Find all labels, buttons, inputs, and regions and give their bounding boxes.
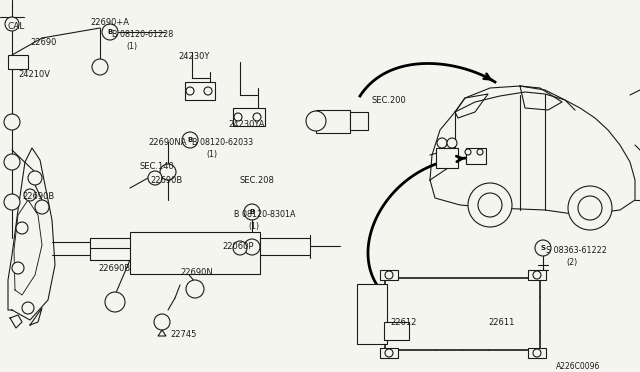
Text: 22611: 22611 <box>488 318 515 327</box>
Bar <box>233 108 265 126</box>
Circle shape <box>306 111 326 131</box>
Bar <box>466 148 486 164</box>
Circle shape <box>477 149 483 155</box>
Bar <box>357 284 387 344</box>
Bar <box>380 270 398 280</box>
Bar <box>8 55 28 69</box>
Bar <box>350 112 368 130</box>
Circle shape <box>148 171 162 185</box>
Circle shape <box>12 262 24 274</box>
Text: S 08363-61222: S 08363-61222 <box>546 246 607 255</box>
Text: A226C0096: A226C0096 <box>556 362 600 371</box>
Circle shape <box>92 59 108 75</box>
Text: 22690B: 22690B <box>98 264 131 273</box>
Circle shape <box>16 222 28 234</box>
Circle shape <box>244 204 260 220</box>
Circle shape <box>385 271 393 279</box>
Circle shape <box>447 138 457 148</box>
Text: SEC.200: SEC.200 <box>372 96 407 105</box>
Text: 22690NA: 22690NA <box>148 138 186 147</box>
Circle shape <box>186 87 194 95</box>
Bar <box>436 148 458 168</box>
Text: SEC.208: SEC.208 <box>240 176 275 185</box>
Text: 22690B: 22690B <box>22 192 54 201</box>
Text: B 08120-8301A: B 08120-8301A <box>234 210 296 219</box>
Bar <box>385 278 540 350</box>
Text: 22690N: 22690N <box>180 268 212 277</box>
Text: (1): (1) <box>206 150 217 159</box>
Circle shape <box>385 349 393 357</box>
Circle shape <box>22 302 34 314</box>
Circle shape <box>182 132 198 148</box>
Text: 22690+A: 22690+A <box>90 18 129 27</box>
Bar <box>316 110 350 133</box>
Circle shape <box>204 87 212 95</box>
Circle shape <box>465 149 471 155</box>
Circle shape <box>533 349 541 357</box>
Text: 22690B: 22690B <box>150 176 182 185</box>
Circle shape <box>35 200 49 214</box>
Circle shape <box>102 24 118 40</box>
Circle shape <box>154 314 170 330</box>
Circle shape <box>535 240 551 256</box>
Text: (2): (2) <box>566 258 577 267</box>
Circle shape <box>28 171 42 185</box>
Text: B: B <box>108 29 113 35</box>
Text: 24210V: 24210V <box>18 70 50 79</box>
Circle shape <box>160 164 176 180</box>
Text: 24230YA: 24230YA <box>228 120 264 129</box>
Circle shape <box>105 292 125 312</box>
Text: 22060P: 22060P <box>222 242 253 251</box>
Circle shape <box>568 186 612 230</box>
Text: B: B <box>250 209 255 215</box>
Text: S: S <box>541 245 545 251</box>
Text: B 08120-61228: B 08120-61228 <box>112 30 173 39</box>
Circle shape <box>4 154 20 170</box>
Circle shape <box>4 114 20 130</box>
Text: (1): (1) <box>248 222 259 231</box>
Text: 22745: 22745 <box>170 330 196 339</box>
Circle shape <box>478 193 502 217</box>
Text: 22690: 22690 <box>30 38 56 47</box>
Text: SEC.140: SEC.140 <box>140 162 175 171</box>
Text: 22612: 22612 <box>390 318 417 327</box>
Circle shape <box>233 241 247 255</box>
Bar <box>380 348 398 358</box>
Circle shape <box>533 271 541 279</box>
Circle shape <box>4 194 20 210</box>
Circle shape <box>244 239 260 255</box>
Bar <box>130 232 260 274</box>
Circle shape <box>234 113 242 121</box>
Circle shape <box>186 280 204 298</box>
Circle shape <box>437 138 447 148</box>
Text: 24230Y: 24230Y <box>178 52 209 61</box>
Circle shape <box>5 17 19 31</box>
Text: B 08120-62033: B 08120-62033 <box>192 138 253 147</box>
Text: (1): (1) <box>126 42 137 51</box>
Bar <box>185 82 215 100</box>
Text: B: B <box>188 137 193 143</box>
Circle shape <box>578 196 602 220</box>
Bar <box>528 270 546 280</box>
Text: CAL: CAL <box>8 22 26 31</box>
Bar <box>384 322 409 340</box>
Bar <box>528 348 546 358</box>
Circle shape <box>24 189 36 201</box>
Circle shape <box>468 183 512 227</box>
Circle shape <box>253 113 261 121</box>
